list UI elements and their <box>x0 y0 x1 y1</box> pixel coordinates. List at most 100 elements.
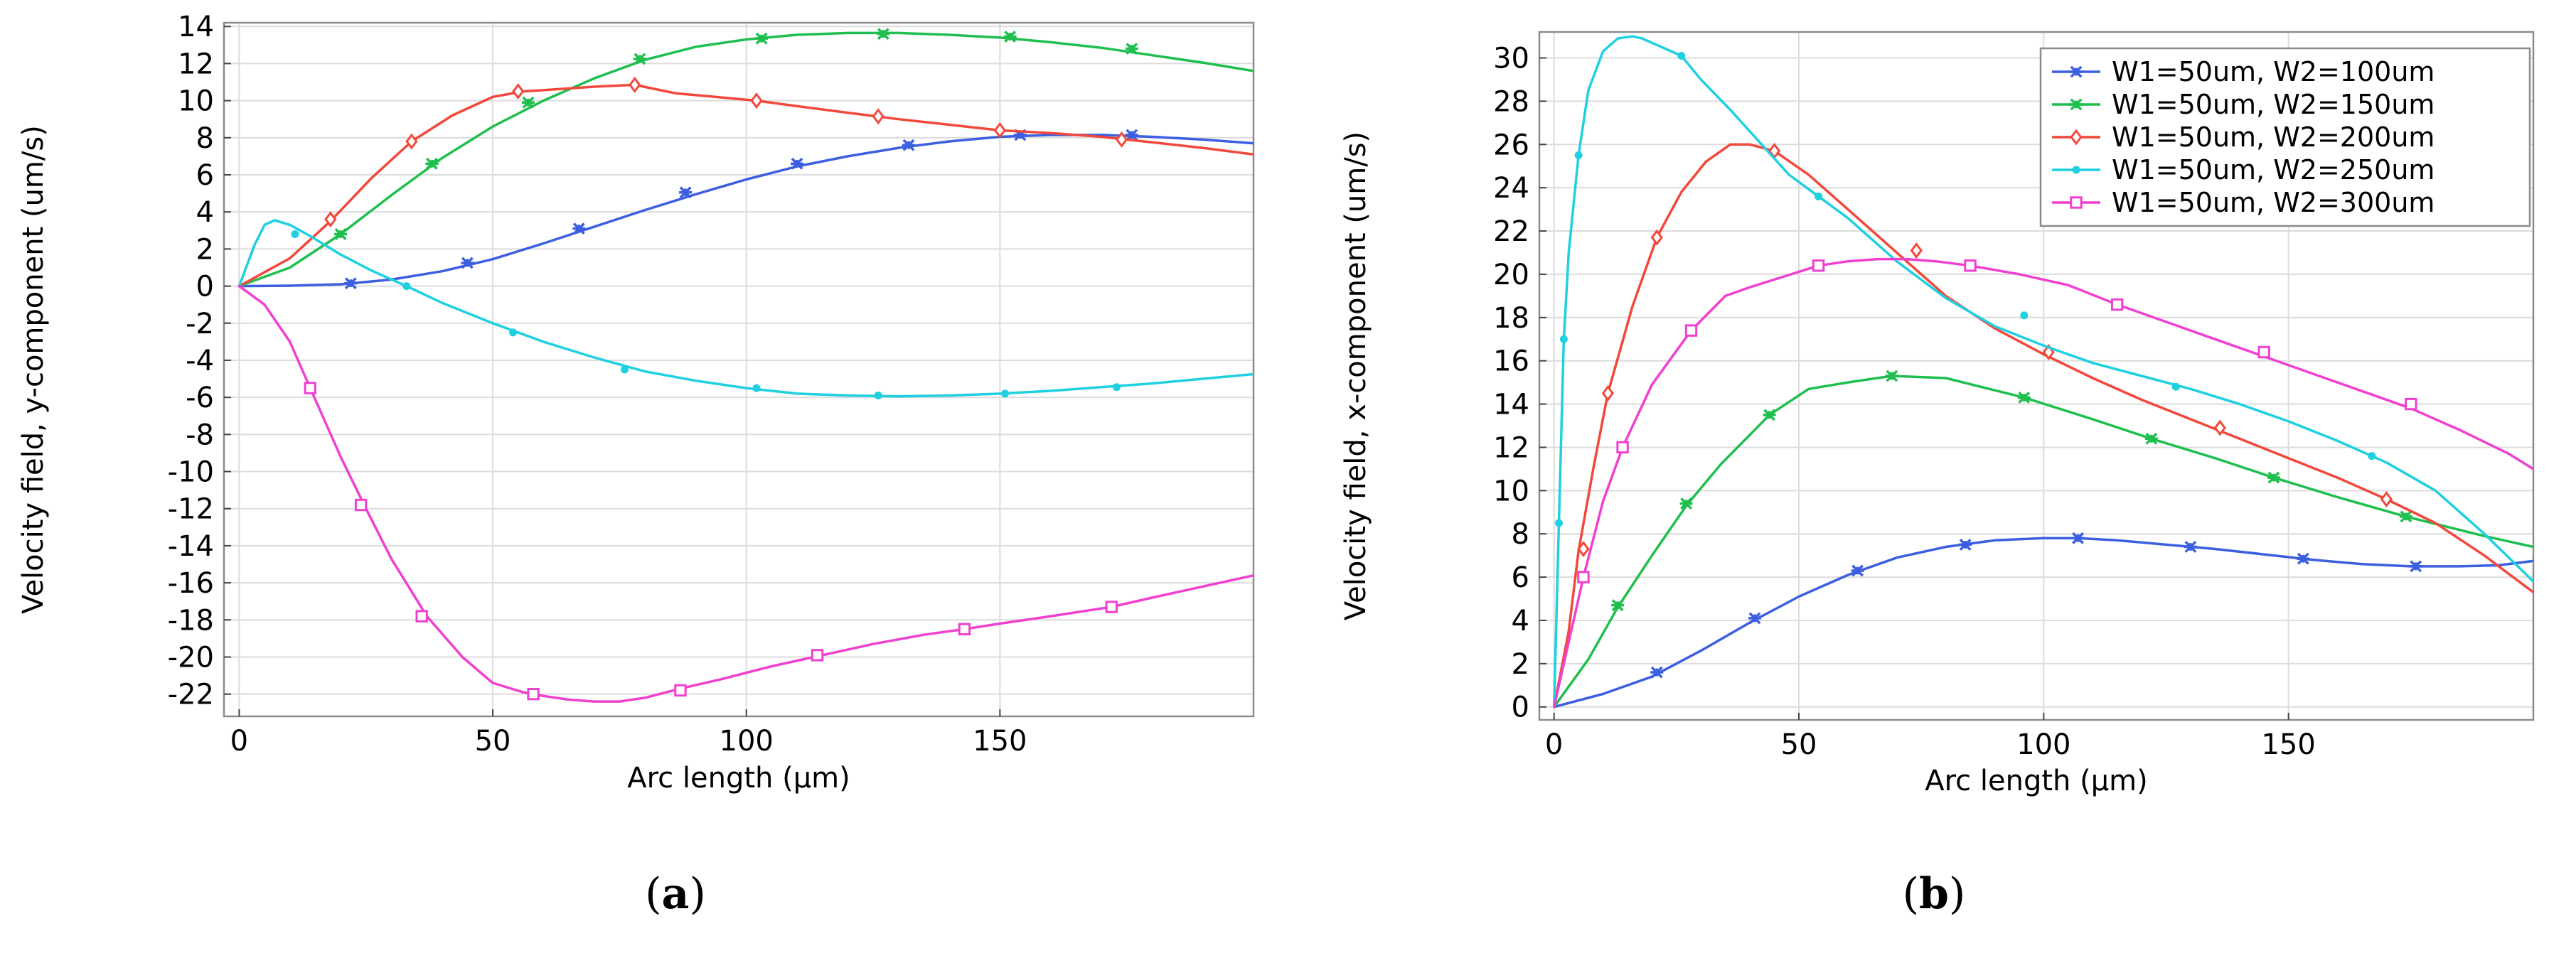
data-marker <box>461 257 474 269</box>
chart-panel-a: 14 12 10 8 6 4 2 0 -2 -4 -6 -8 -10 -12 -14 -16 -18 -20 -22… <box>17 11 1255 919</box>
x-tick-label: 150 <box>973 725 1027 758</box>
data-marker <box>1559 335 1568 343</box>
legend-entry: W1=50um, W2=100um <box>2112 56 2435 87</box>
data-marker <box>1574 151 1583 160</box>
caption-letter: a <box>662 869 690 919</box>
y-tick-label: 2 <box>1512 648 1529 681</box>
y-tick-label: 24 <box>1493 172 1529 205</box>
data-marker <box>304 382 316 394</box>
caption-letter: b <box>1919 869 1949 919</box>
data-marker <box>791 157 804 170</box>
series-line <box>1552 537 2533 709</box>
data-marker <box>334 228 348 240</box>
series-5 <box>237 284 1254 703</box>
data-marker <box>1112 383 1121 392</box>
y-tick-label: -10 <box>168 456 214 489</box>
series-line <box>1552 375 2533 709</box>
data-marker <box>1964 259 1977 272</box>
tick-marks <box>224 26 1001 716</box>
data-marker <box>2267 471 2281 484</box>
y-tick-label: 14 <box>178 11 214 43</box>
data-marker <box>1003 31 1017 43</box>
data-marker <box>1959 538 1972 551</box>
y-tick-label: 16 <box>1493 345 1529 378</box>
gridlines <box>1539 32 2533 720</box>
panel-caption: (a) <box>645 869 706 919</box>
y-tick-label: -8 <box>186 419 214 451</box>
data-marker <box>993 122 1006 139</box>
legend-marker <box>2070 196 2083 209</box>
data-marker <box>291 230 299 238</box>
y-tick-label: 4 <box>1512 605 1529 637</box>
data-marker <box>2405 397 2417 411</box>
data-marker <box>1677 51 1686 60</box>
series-line <box>237 83 1254 288</box>
data-marker <box>872 108 885 125</box>
y-tick-label: 10 <box>178 85 214 118</box>
data-marker <box>1851 564 1864 577</box>
series-line <box>237 284 1254 703</box>
y-tick-label: 12 <box>1493 431 1529 464</box>
panel-caption: (b) <box>1903 869 1966 919</box>
data-marker <box>324 211 337 228</box>
data-marker <box>512 83 525 100</box>
x-tick-label: 50 <box>475 725 511 758</box>
data-marker <box>1812 259 1825 272</box>
x-axis-label: Arc length (µm) <box>1925 765 2147 797</box>
data-marker <box>1616 441 1629 454</box>
x-tick-label: 50 <box>1781 728 1817 761</box>
data-marker <box>679 186 693 199</box>
y-tick-label: -2 <box>186 308 214 340</box>
caption-close: ) <box>689 869 705 919</box>
legend-entry: W1=50um, W2=150um <box>2112 89 2435 120</box>
x-tick-label: 100 <box>720 725 774 758</box>
x-tick-label: 0 <box>1545 728 1563 761</box>
data-marker <box>621 365 629 374</box>
y-tick-label: 2 <box>196 233 214 266</box>
data-marker <box>1555 519 1564 527</box>
data-marker <box>1577 541 1590 558</box>
data-marker <box>354 498 368 512</box>
legend-marker <box>2072 166 2080 174</box>
series-line <box>1552 35 2533 709</box>
series-2 <box>1552 370 2533 709</box>
data-marker <box>2144 432 2158 445</box>
data-marker <box>1601 384 1615 402</box>
data-marker <box>344 277 358 290</box>
data-marker <box>629 76 641 93</box>
data-marker <box>1815 192 1823 200</box>
y-tick-label: 30 <box>1493 43 1529 75</box>
data-marker <box>958 623 971 636</box>
legend-marker <box>2070 129 2083 146</box>
data-marker <box>2297 552 2310 565</box>
data-marker <box>1684 324 1698 337</box>
data-marker <box>1885 370 1898 382</box>
y-tick-label: -20 <box>168 641 214 674</box>
data-marker <box>2184 541 2197 553</box>
series-4 <box>237 219 1254 400</box>
data-marker <box>509 328 518 337</box>
series-line <box>1552 143 2533 709</box>
y-tick-label: 18 <box>1493 302 1529 335</box>
data-marker <box>521 96 535 109</box>
data-marker <box>572 222 586 235</box>
series-4 <box>1552 35 2533 709</box>
data-marker <box>674 684 687 697</box>
y-tick-label: 22 <box>1493 215 1529 248</box>
y-tick-label: 8 <box>196 122 214 155</box>
x-tick-label: 0 <box>230 725 248 758</box>
data-marker <box>1577 571 1590 583</box>
legend-entry: W1=50um, W2=300um <box>2112 187 2435 218</box>
data-marker <box>1748 612 1762 625</box>
plot-area <box>224 23 1254 716</box>
y-tick-label: -12 <box>168 493 214 526</box>
data-marker <box>1910 242 1923 259</box>
y-tick-label: 10 <box>1493 475 1529 507</box>
tick-marks <box>1539 57 2289 720</box>
y-tick-label: -4 <box>186 345 214 377</box>
y-tick-label: 6 <box>1512 561 1529 594</box>
y-tick-label: 8 <box>1512 518 1529 551</box>
